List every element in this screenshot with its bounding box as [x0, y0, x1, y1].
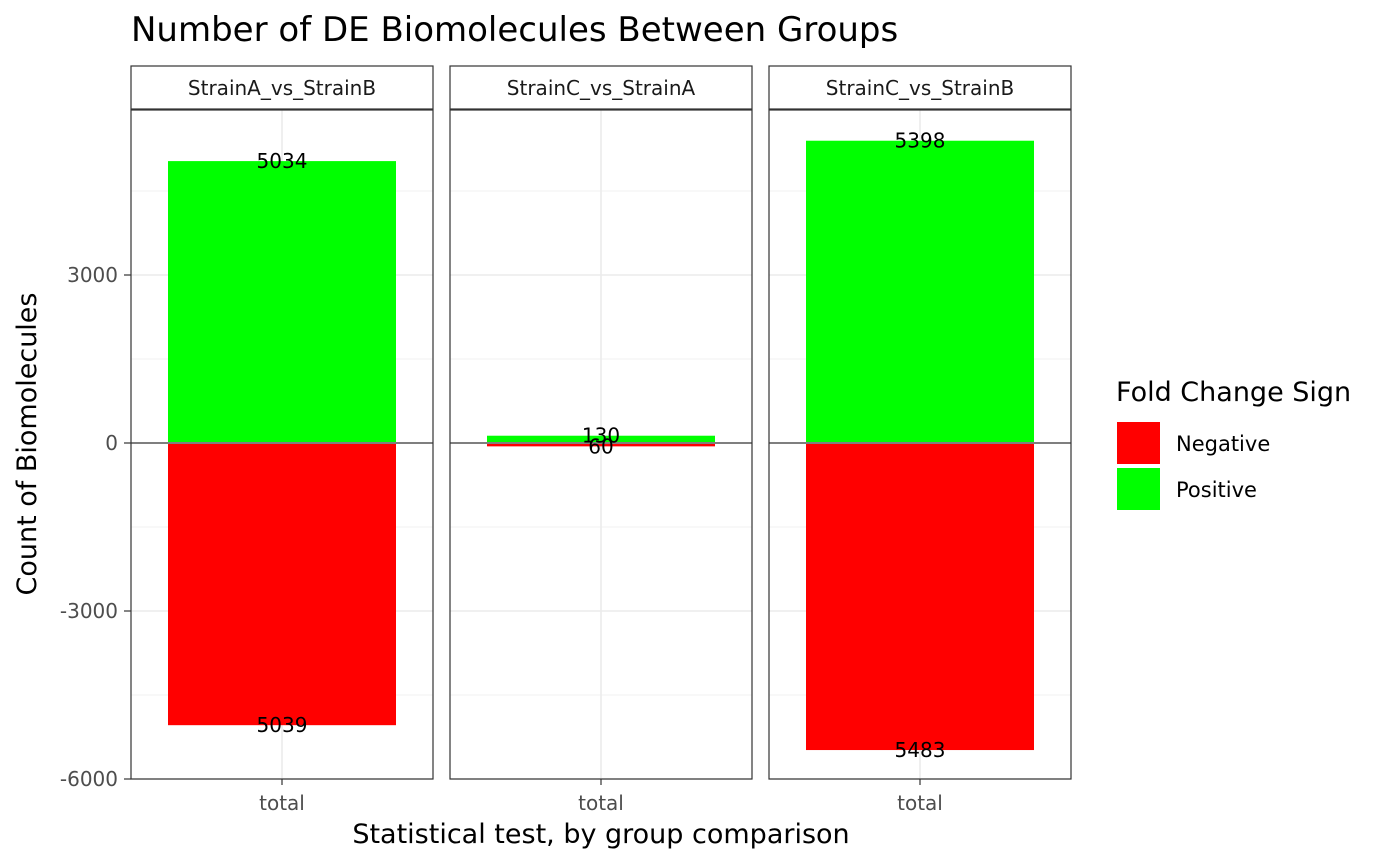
facet-panel: StrainA_vs_StrainB 5034 5039 total	[130, 65, 434, 815]
data-label-positive: 5034	[257, 149, 308, 173]
bar-positive	[487, 435, 715, 443]
bar-negative	[168, 443, 396, 726]
y-axis: -6000 -3000 0 3000	[60, 263, 131, 791]
data-label-negative: 60	[588, 434, 613, 458]
y-tick-label: -6000	[60, 767, 118, 791]
facet-strip-label: StrainC_vs_StrainB	[826, 76, 1014, 100]
facet-strip	[768, 65, 1072, 110]
x-axis-title: Statistical test, by group comparison	[352, 819, 849, 850]
facet-panels: StrainA_vs_StrainB50345039totalStrainC_v…	[130, 65, 1072, 815]
data-label-positive: 130	[582, 424, 620, 448]
facet-panel: StrainC_vs_StrainB 5398 5483 total	[768, 65, 1072, 815]
x-tick-label: total	[578, 791, 624, 815]
x-tick-label: total	[897, 791, 943, 815]
bar-positive	[168, 161, 396, 443]
facet-strip	[449, 65, 753, 110]
legend-title: Fold Change Sign	[1116, 377, 1351, 408]
bar-negative	[487, 443, 715, 447]
facet-strip	[130, 65, 434, 110]
legend: Fold Change Sign Negative Positive	[1116, 377, 1351, 510]
legend-label-negative: Negative	[1176, 432, 1270, 456]
y-axis-title: Count of Biomolecules	[12, 293, 43, 596]
y-tick-label: 3000	[67, 263, 118, 287]
x-tick-label: total	[259, 791, 305, 815]
legend-swatch-positive	[1117, 468, 1160, 510]
bar-positive	[806, 140, 1034, 443]
y-tick-label: -3000	[60, 599, 118, 623]
bar-negative	[806, 443, 1034, 751]
facet-strip-label: StrainA_vs_StrainB	[188, 76, 376, 100]
facet-strip-label: StrainC_vs_StrainA	[507, 76, 696, 100]
y-tick-label: 0	[105, 431, 118, 455]
data-label-negative: 5483	[895, 738, 946, 762]
legend-label-positive: Positive	[1176, 478, 1257, 502]
data-label-negative: 5039	[257, 713, 308, 737]
legend-swatch-negative	[1117, 422, 1160, 464]
data-label-positive: 5398	[895, 129, 946, 153]
chart-title: Number of DE Biomolecules Between Groups	[131, 10, 898, 50]
